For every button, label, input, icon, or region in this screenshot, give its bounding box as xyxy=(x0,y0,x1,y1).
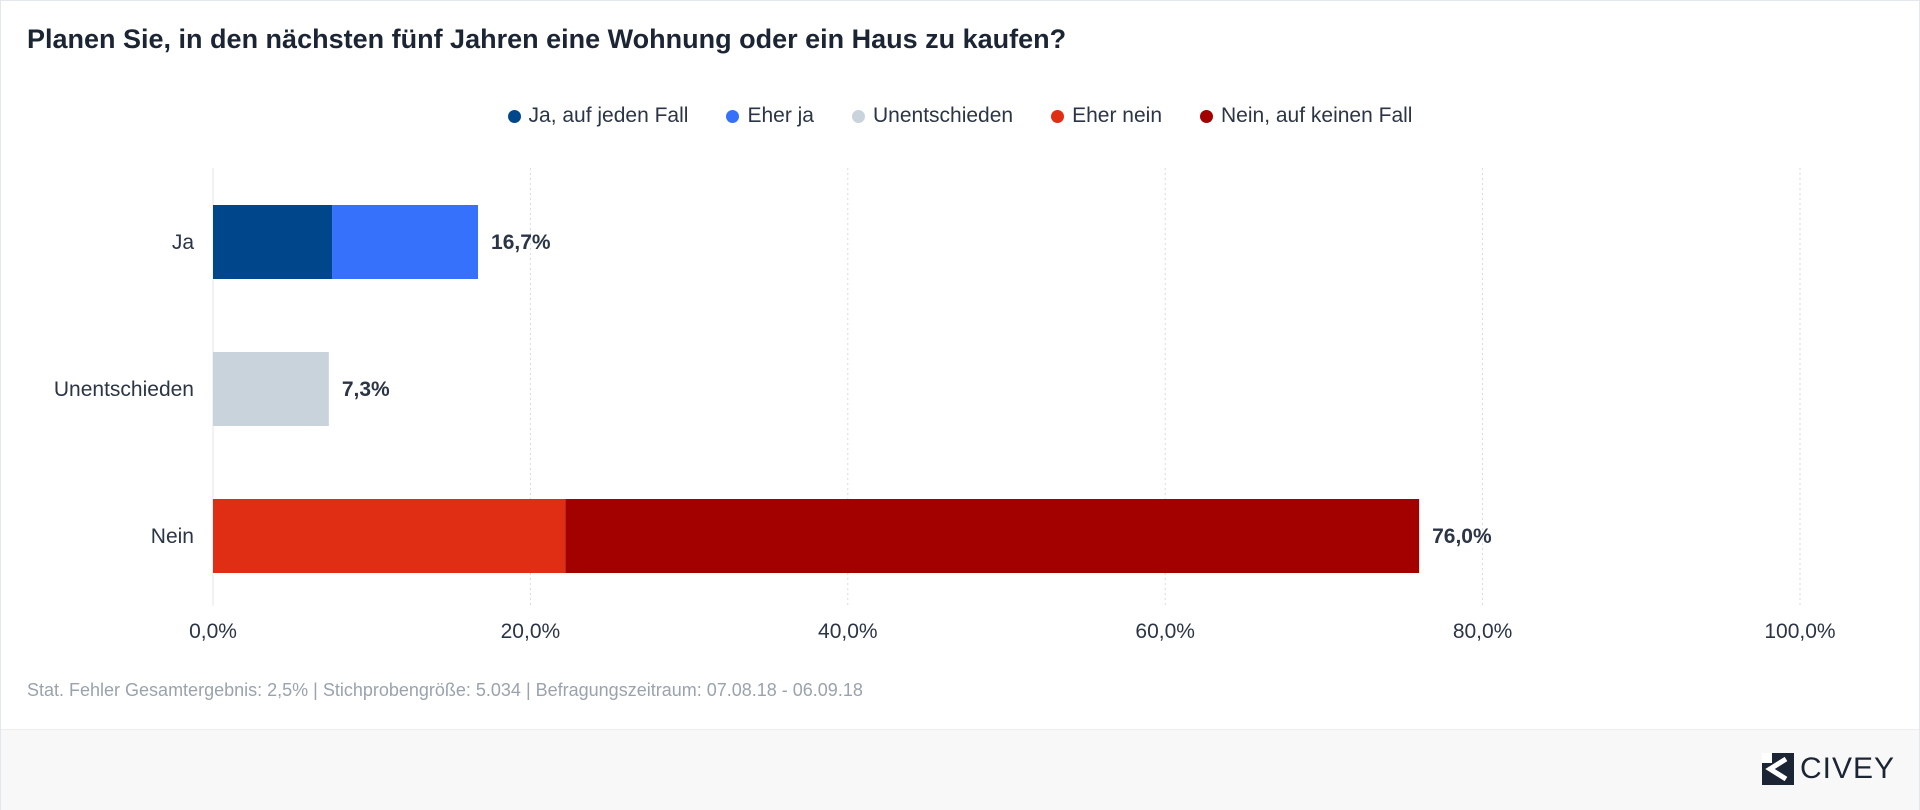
bar-total-label: 76,0% xyxy=(1432,525,1492,548)
category-label: Nein xyxy=(151,525,194,548)
category-label: Ja xyxy=(172,231,195,254)
legend-item-nein-auf-keinen-fall[interactable]: Nein, auf keinen Fall xyxy=(1200,104,1412,128)
bar-ja-eher-ja xyxy=(332,205,479,279)
x-tick-label: 100,0% xyxy=(1764,620,1835,643)
bar-nein-nein-auf-keinen-fall xyxy=(565,499,1420,573)
brand-name: CIVEY xyxy=(1799,752,1895,785)
legend-dot xyxy=(852,109,865,123)
legend-item-eher-nein[interactable]: Eher nein xyxy=(1051,104,1162,128)
chart-title: Planen Sie, in den nächsten fünf Jahren … xyxy=(27,24,1067,54)
x-tick-label: 20,0% xyxy=(501,620,561,643)
brand[interactable]: CIVEY xyxy=(1761,752,1895,786)
bar-total-label: 7,3% xyxy=(342,378,390,401)
legend-label: Eher ja xyxy=(747,104,814,127)
bar-chart: 0,0% 20,0% 40,0% 60,0% 80,0% 100,0% Ja 16,7% Une… xyxy=(54,168,1836,643)
bar-total-label: 16,7% xyxy=(491,231,551,254)
bar-ja-ja-auf-jeden-fall xyxy=(213,205,333,279)
legend-item-ja-auf-jeden-fall[interactable]: Ja, auf jeden Fall xyxy=(507,104,689,128)
legend-label: Nein, auf keinen Fall xyxy=(1221,104,1413,127)
x-tick-label: 40,0% xyxy=(818,620,878,643)
legend-dot xyxy=(507,109,521,123)
legend-label: Eher nein xyxy=(1072,104,1163,127)
legend-label: Ja, auf jeden Fall xyxy=(528,104,689,127)
bar-nein-eher-nein xyxy=(213,499,566,573)
legend-dot xyxy=(1051,109,1065,123)
civey-logo-icon xyxy=(1761,753,1794,785)
footer: CIVEY xyxy=(1,729,1919,810)
legend-item-unentschieden[interactable]: Unentschieden xyxy=(852,104,1013,128)
legend-dot xyxy=(1200,109,1214,123)
survey-note: Stat. Fehler Gesamtergebnis: 2,5% | Stic… xyxy=(27,680,863,700)
bar-unentschieden-unentschieden xyxy=(213,352,329,426)
category-label: Unentschieden xyxy=(54,378,194,401)
x-tick-label: 60,0% xyxy=(1135,620,1195,643)
x-tick-label: 80,0% xyxy=(1453,620,1513,643)
legend: Ja, auf jeden Fall Eher ja Unentschieden… xyxy=(0,104,1920,128)
x-tick-label: 0,0% xyxy=(189,620,237,643)
legend-label: Unentschieden xyxy=(873,104,1014,127)
legend-item-eher-ja[interactable]: Eher ja xyxy=(726,104,814,128)
legend-dot xyxy=(726,109,740,123)
